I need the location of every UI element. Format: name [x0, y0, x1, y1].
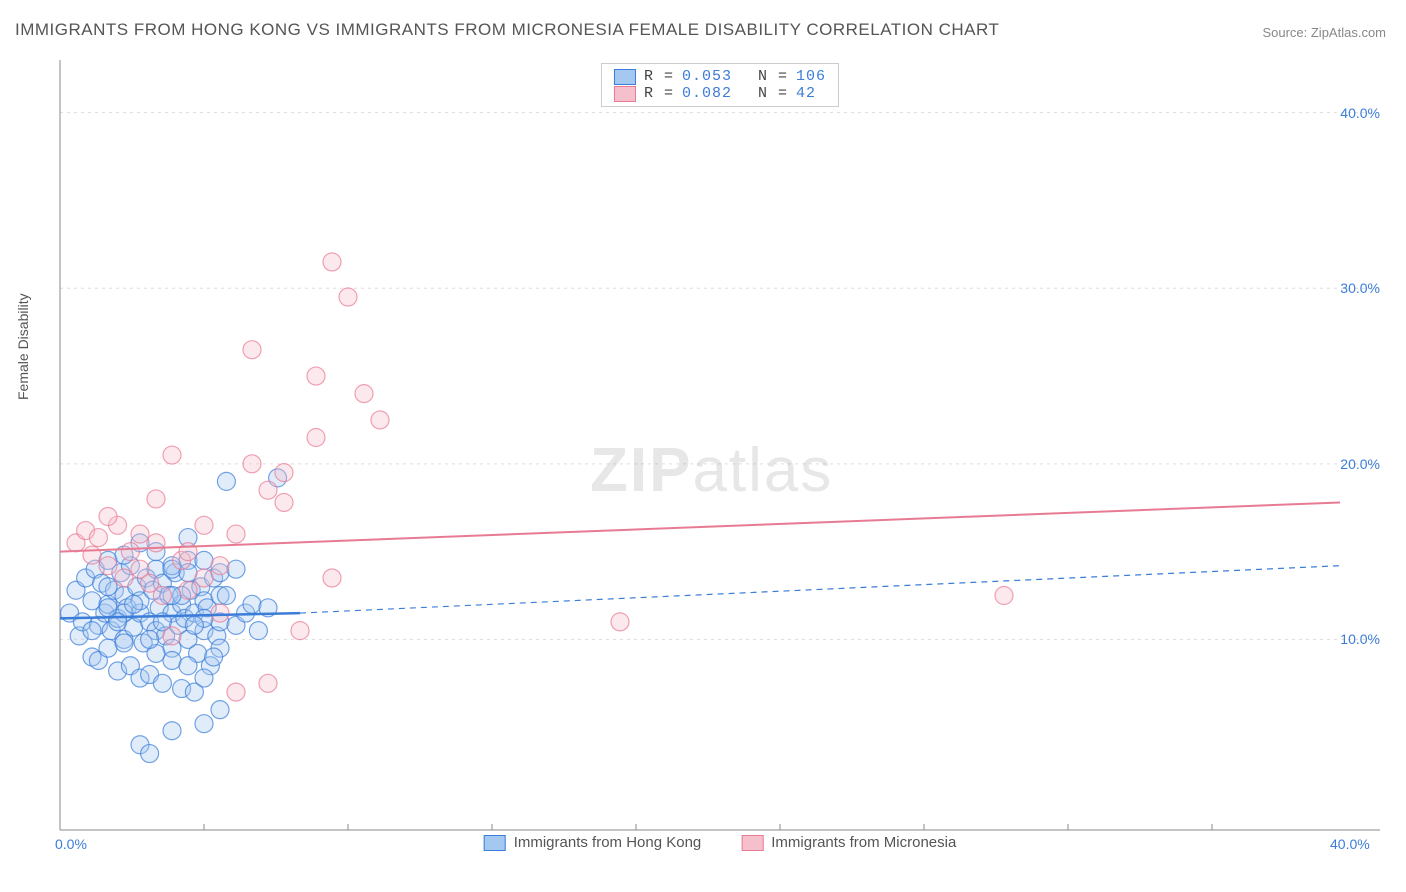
- y-axis-label: Female Disability: [15, 293, 31, 400]
- legend-item-mic: Immigrants from Micronesia: [741, 834, 956, 851]
- stats-legend: R = 0.053 N = 106 R = 0.082 N = 42: [601, 63, 839, 107]
- r-value-hk: 0.053: [682, 68, 732, 85]
- chart-area: ZIPatlas R = 0.053 N = 106 R = 0.082 N =…: [50, 55, 1390, 855]
- x-tick-label: 0.0%: [55, 836, 87, 852]
- y-tick-label: 30.0%: [1340, 280, 1380, 296]
- n-label-mic: N =: [758, 85, 788, 102]
- r-value-mic: 0.082: [682, 85, 732, 102]
- r-label-mic: R =: [644, 85, 674, 102]
- source-attribution: Source: ZipAtlas.com: [1262, 25, 1386, 40]
- chart-title: IMMIGRANTS FROM HONG KONG VS IMMIGRANTS …: [15, 20, 999, 40]
- legend-label-hk: Immigrants from Hong Kong: [514, 834, 702, 851]
- series-legend: Immigrants from Hong Kong Immigrants fro…: [484, 834, 957, 851]
- stats-row-hk: R = 0.053 N = 106: [614, 68, 826, 85]
- swatch-mic: [614, 86, 636, 102]
- swatch-mic-icon: [741, 835, 763, 851]
- n-value-hk: 106: [796, 68, 826, 85]
- stats-row-mic: R = 0.082 N = 42: [614, 85, 826, 102]
- n-value-mic: 42: [796, 85, 816, 102]
- n-label-hk: N =: [758, 68, 788, 85]
- swatch-hk-icon: [484, 835, 506, 851]
- legend-item-hk: Immigrants from Hong Kong: [484, 834, 702, 851]
- y-tick-label: 20.0%: [1340, 456, 1380, 472]
- scatter-plot: [50, 55, 1390, 855]
- y-tick-label: 40.0%: [1340, 105, 1380, 121]
- y-tick-label: 10.0%: [1340, 631, 1380, 647]
- swatch-hk: [614, 69, 636, 85]
- legend-label-mic: Immigrants from Micronesia: [771, 834, 956, 851]
- r-label-hk: R =: [644, 68, 674, 85]
- x-tick-label: 40.0%: [1330, 836, 1370, 852]
